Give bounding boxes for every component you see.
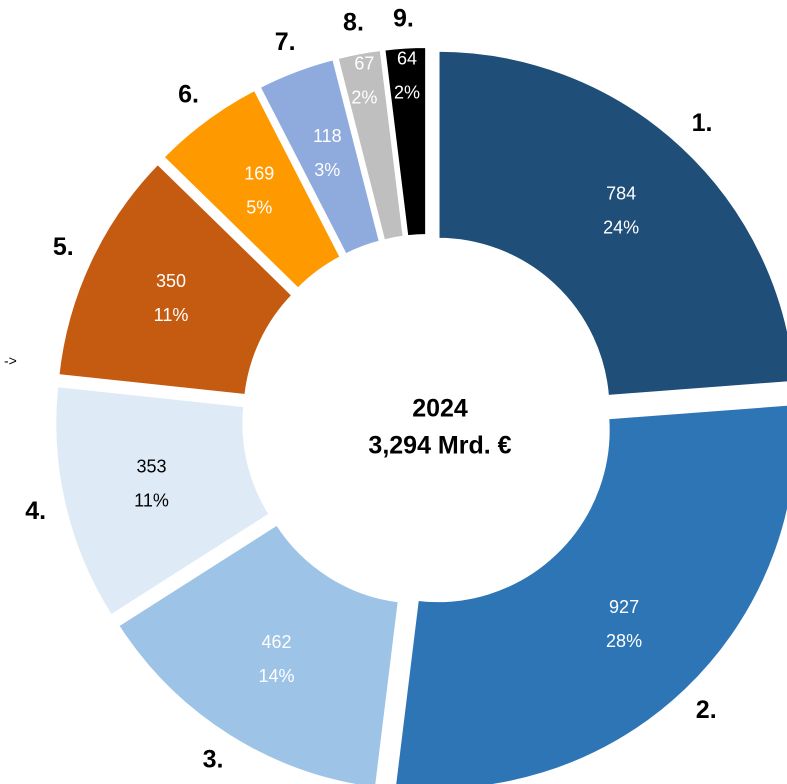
category-label: 8. bbox=[343, 9, 364, 37]
slice bbox=[159, 85, 345, 293]
category-label: 9. bbox=[393, 5, 414, 33]
value-label: 67 bbox=[354, 54, 374, 74]
slice bbox=[435, 47, 787, 400]
percent-label: 11% bbox=[154, 305, 189, 325]
center-title: 2024 bbox=[412, 395, 468, 423]
value-label: 350 bbox=[156, 271, 186, 291]
value-label: 784 bbox=[606, 184, 636, 204]
slice bbox=[52, 382, 274, 620]
value-label: 64 bbox=[397, 48, 417, 68]
slice bbox=[255, 55, 384, 259]
percent-label: 14% bbox=[258, 666, 294, 686]
percent-label: 3% bbox=[314, 160, 340, 180]
value-label: 353 bbox=[137, 457, 167, 477]
percent-label: 11% bbox=[134, 491, 169, 511]
slice bbox=[381, 44, 430, 240]
category-label: 6. bbox=[178, 80, 199, 108]
percent-label: 2% bbox=[351, 88, 377, 108]
annotation: -> bbox=[4, 353, 17, 369]
value-label: 169 bbox=[244, 163, 274, 183]
category-label: 3. bbox=[203, 745, 224, 773]
value-label: 118 bbox=[313, 126, 342, 146]
slice bbox=[114, 520, 403, 784]
percent-label: 5% bbox=[246, 197, 272, 217]
percent-label: 24% bbox=[603, 218, 639, 238]
center-subtitle: 3,294 Mrd. € bbox=[368, 432, 511, 460]
slice bbox=[55, 159, 297, 399]
category-label: 4. bbox=[25, 497, 46, 525]
category-label: 1. bbox=[692, 109, 713, 137]
value-label: 927 bbox=[609, 597, 639, 617]
category-label: 5. bbox=[53, 233, 74, 261]
slice bbox=[392, 401, 787, 784]
category-label: 7. bbox=[275, 28, 296, 56]
value-label: 462 bbox=[261, 632, 291, 652]
percent-label: 28% bbox=[606, 631, 642, 651]
category-label: 2. bbox=[696, 696, 717, 724]
percent-label: 2% bbox=[394, 82, 420, 102]
